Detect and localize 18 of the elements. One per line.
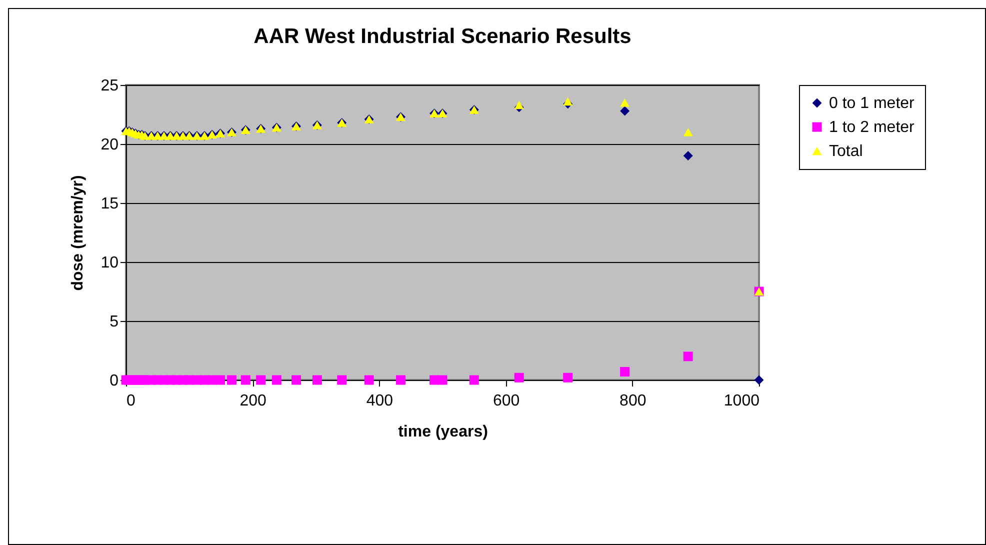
y-tick-label: 5 bbox=[110, 314, 119, 330]
legend-label: Total bbox=[829, 143, 863, 160]
y-tick-label: 0 bbox=[110, 372, 119, 390]
chart-title: AAR West Industrial Scenario Results bbox=[254, 25, 632, 48]
y-axis-title: dose (mrem/yr) bbox=[70, 175, 87, 291]
x-tick-label: 400 bbox=[366, 392, 394, 410]
x-tick-label: 200 bbox=[240, 392, 267, 410]
legend-label: 1 to 2 meter bbox=[829, 119, 916, 136]
y-tick-label: 10 bbox=[100, 254, 119, 272]
x-tick-label: 0 bbox=[126, 392, 136, 410]
x-tick-label: 1000 bbox=[724, 392, 760, 410]
x-tick-label: 600 bbox=[492, 392, 520, 410]
y-tick-label: 20 bbox=[100, 136, 119, 154]
x-tick-label: 800 bbox=[620, 392, 646, 410]
x-axis-title: time (years) bbox=[398, 424, 488, 440]
y-tick-label: 25 bbox=[100, 78, 119, 94]
y-tick-label: 15 bbox=[100, 196, 119, 212]
legend-label: 0 to 1 meter bbox=[829, 95, 916, 112]
